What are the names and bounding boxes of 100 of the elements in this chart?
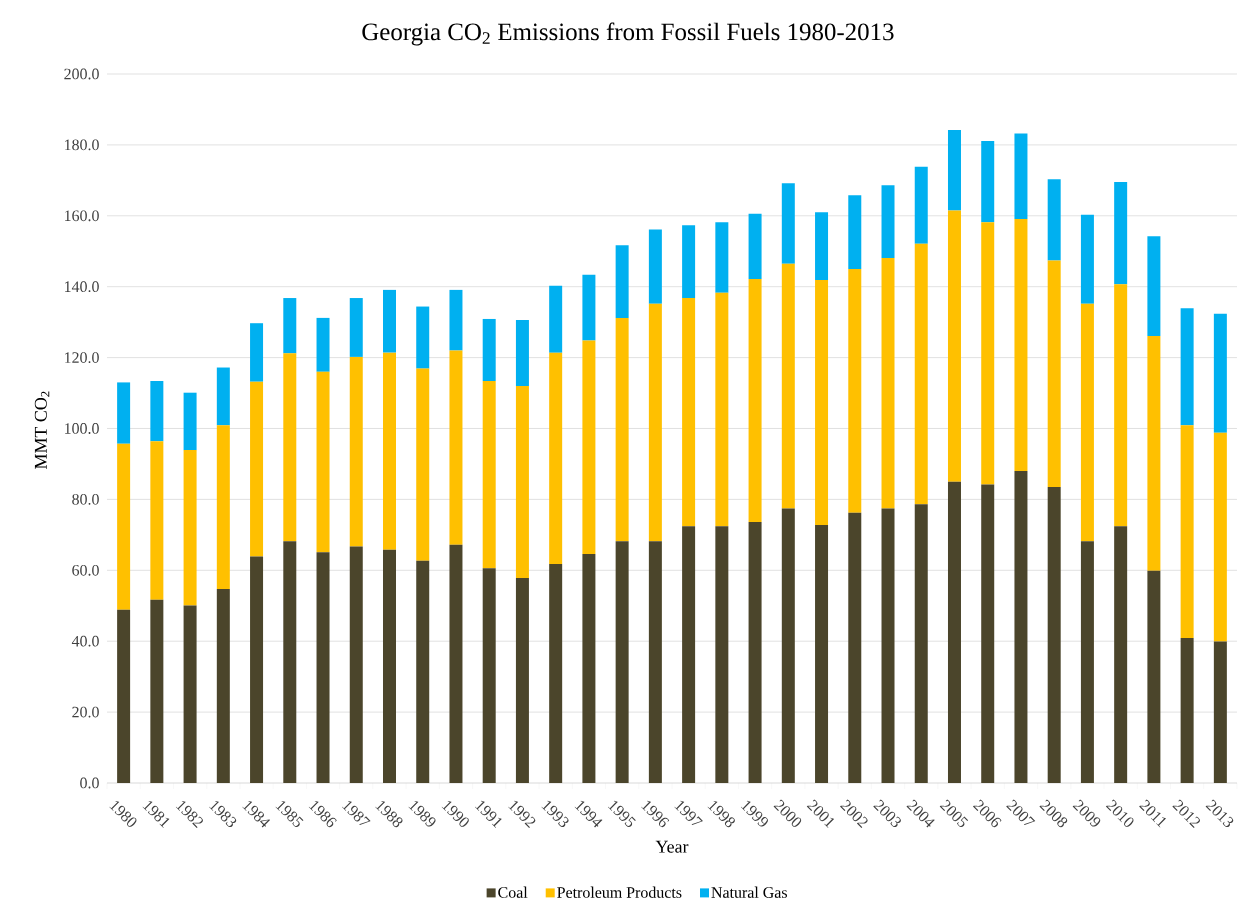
y-tick-label: 20.0 xyxy=(72,706,99,718)
bar xyxy=(316,552,330,783)
bar xyxy=(449,350,463,545)
bar xyxy=(715,292,729,527)
bar xyxy=(1147,236,1161,336)
bar xyxy=(947,481,961,783)
bar xyxy=(981,222,995,485)
x-tick-label: 1992 xyxy=(508,800,536,828)
bar xyxy=(648,541,662,783)
bar xyxy=(1147,335,1161,571)
bar xyxy=(914,243,928,505)
bar xyxy=(515,320,529,386)
legend-label: Coal xyxy=(498,886,528,898)
bar xyxy=(981,484,995,783)
x-tick-label: 1989 xyxy=(408,800,436,827)
bar xyxy=(1213,432,1227,642)
bar xyxy=(1080,214,1094,304)
bar xyxy=(250,556,264,783)
bar xyxy=(349,546,363,783)
y-tick-label: 80.0 xyxy=(72,493,99,505)
bar xyxy=(781,263,795,509)
bar xyxy=(283,353,297,542)
bar xyxy=(250,323,264,382)
x-axis-title: Year xyxy=(655,840,689,853)
bar xyxy=(383,352,396,550)
bar xyxy=(748,522,762,783)
bar xyxy=(848,512,862,783)
bar xyxy=(748,278,762,523)
bar xyxy=(914,504,928,783)
y-tick-label: 180.0 xyxy=(65,139,99,151)
bar xyxy=(150,380,164,442)
bar xyxy=(1047,260,1061,487)
bar xyxy=(947,130,961,211)
x-tick-label: 1983 xyxy=(209,800,237,828)
x-tick-label: 1988 xyxy=(375,800,403,828)
bar xyxy=(349,356,363,547)
bar xyxy=(781,183,795,264)
x-tick-label: 1991 xyxy=(474,800,502,828)
bar xyxy=(815,524,829,783)
bar xyxy=(914,166,928,244)
x-tick-label: 1997 xyxy=(674,800,703,825)
bar xyxy=(682,298,696,527)
x-tick-label: 1990 xyxy=(441,800,469,827)
bar xyxy=(150,599,164,783)
bar xyxy=(1180,425,1194,639)
bar xyxy=(515,385,529,579)
bar xyxy=(1014,133,1028,219)
bar xyxy=(416,560,430,783)
bar xyxy=(715,526,729,783)
x-tick-label: 1986 xyxy=(308,800,337,828)
x-tick-label: 1995 xyxy=(607,800,636,827)
bar xyxy=(582,553,596,783)
bar xyxy=(582,340,596,554)
bar xyxy=(416,306,430,369)
x-tick-label: 1993 xyxy=(541,800,569,828)
bar xyxy=(515,578,529,783)
x-tick-label: 1998 xyxy=(707,800,735,828)
bar xyxy=(981,140,995,223)
bar xyxy=(117,443,131,610)
x-tick-label: 1981 xyxy=(142,800,170,828)
bar xyxy=(283,298,297,354)
bar xyxy=(383,289,396,353)
bar xyxy=(615,317,629,542)
bar xyxy=(1213,641,1227,783)
bar xyxy=(1014,471,1028,783)
y-tick-label: 40.0 xyxy=(71,635,99,647)
bar xyxy=(1080,303,1094,542)
y-tick-label: 120.0 xyxy=(65,352,99,363)
y-tick-label: 100.0 xyxy=(65,423,99,434)
bar xyxy=(250,381,264,557)
x-tick-label: 1982 xyxy=(175,800,203,828)
legend-label: Petroleum Products xyxy=(557,886,682,898)
bar xyxy=(316,317,330,372)
bar xyxy=(615,541,629,783)
bar xyxy=(482,380,496,569)
bar xyxy=(947,210,961,482)
bar xyxy=(482,318,496,381)
bar xyxy=(1114,526,1128,783)
y-tick-label: 0.0 xyxy=(80,777,99,789)
bar xyxy=(416,368,430,561)
bar xyxy=(1114,284,1128,527)
bar xyxy=(216,367,230,426)
bar xyxy=(449,544,463,783)
bar xyxy=(150,441,164,600)
bar xyxy=(449,289,463,351)
bar xyxy=(1180,638,1194,783)
bar xyxy=(615,245,629,318)
bar xyxy=(648,229,662,304)
bar xyxy=(815,279,829,525)
bar xyxy=(1147,570,1161,783)
bar xyxy=(881,508,895,783)
chart-title: Georgia CO$_{2}$ Emissions from Fossil Fuels 1980-2013 xyxy=(362,22,894,46)
bar xyxy=(1047,179,1061,261)
x-tick-label: 1996 xyxy=(641,800,670,828)
legend-label: Natural Gas xyxy=(711,886,787,898)
bar xyxy=(549,563,563,783)
bar xyxy=(1080,541,1094,783)
bar xyxy=(582,274,596,341)
x-tick-label: 1985 xyxy=(275,800,304,828)
x-tick-label: 1999 xyxy=(740,800,768,827)
